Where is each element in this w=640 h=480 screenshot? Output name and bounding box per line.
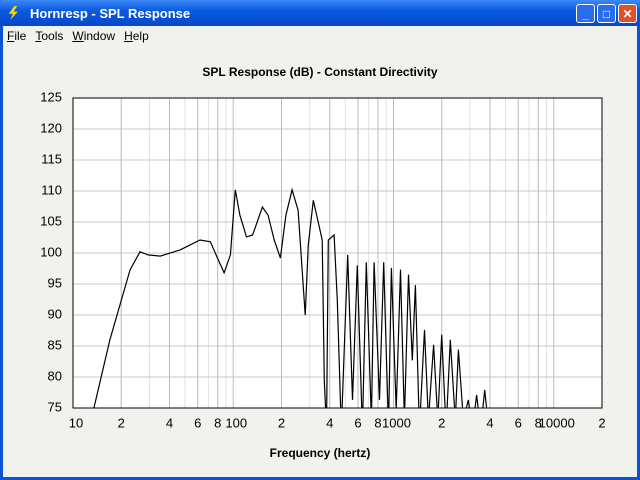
maximize-button[interactable]: □ [597, 3, 616, 23]
title-bar: Hornresp - SPL Response _ □ ✕ [0, 0, 640, 26]
y-tick-label: 80 [48, 368, 62, 383]
y-tick-label: 110 [41, 182, 62, 197]
spl-curve [93, 187, 488, 408]
chart-title: SPL Response (dB) - Constant Directivity [202, 65, 437, 79]
x-tick-label: 6 [354, 415, 361, 430]
menu-item[interactable]: File [7, 29, 27, 43]
x-tick-label: 8 [374, 415, 381, 430]
y-tick-label: 100 [40, 244, 62, 259]
x-tick-label: 2 [598, 415, 605, 430]
menu-item[interactable]: Window [72, 29, 116, 43]
plot-border [72, 97, 603, 409]
close-button[interactable]: ✕ [618, 3, 637, 23]
y-tick-label: 115 [41, 151, 62, 166]
x-tick-label: 10 [69, 415, 83, 430]
series-group [93, 187, 488, 408]
minimize-button[interactable]: _ [576, 3, 595, 23]
x-tick-label: 2 [278, 415, 285, 430]
x-tick-label: 2 [118, 415, 125, 430]
x-tick-label: 4 [326, 415, 333, 430]
menu-item[interactable]: Help [124, 29, 149, 43]
menu-item[interactable]: Tools [35, 29, 64, 43]
y-tick-label: 75 [48, 399, 62, 414]
menu-bar: File Tools Window Help [3, 26, 637, 46]
window-title: Hornresp - SPL Response [30, 5, 191, 21]
x-tick-label: 6 [515, 415, 522, 430]
x-tick-label: 10000 [539, 415, 575, 430]
y-tick-label: 105 [40, 213, 62, 228]
y-tick-label: 125 [40, 89, 62, 104]
x-tick-label: 1000 [382, 415, 411, 430]
x-tick-label: 8 [535, 415, 542, 430]
x-axis-label: Frequency (hertz) [270, 446, 371, 460]
y-tick-label: 90 [48, 306, 62, 321]
y-tick-label: 120 [40, 120, 62, 135]
x-tick-label: 4 [486, 415, 493, 430]
x-tick-label: 6 [194, 415, 201, 430]
y-tick-label: 95 [48, 275, 62, 290]
x-tick-label: 2 [438, 415, 445, 430]
x-tick-label: 8 [214, 415, 221, 430]
x-tick-label: 100 [225, 415, 247, 430]
app-icon [8, 6, 18, 20]
window-buttons: _ □ ✕ [576, 3, 637, 23]
x-tick-label: 4 [166, 415, 173, 430]
y-tick-label: 85 [48, 337, 62, 352]
